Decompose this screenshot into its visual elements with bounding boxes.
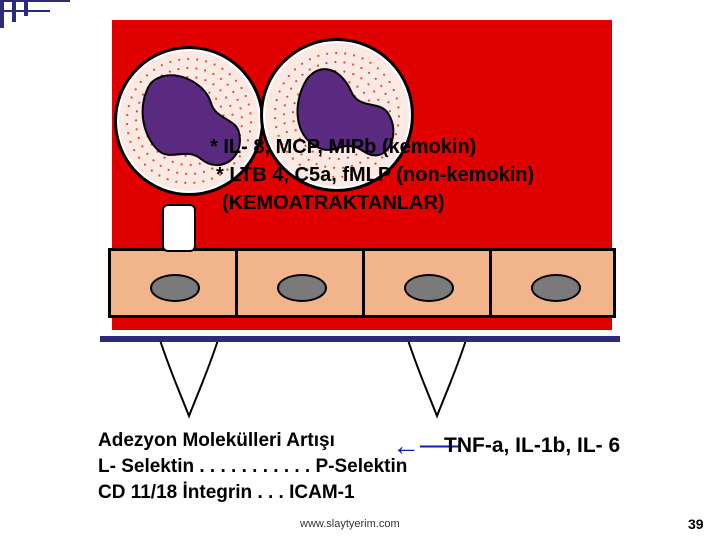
- endothelial-cell: [489, 248, 616, 318]
- endothelial-nucleus: [150, 274, 200, 302]
- chemokine-line-1: * IL- 8, MCP, MIPb (kemokin): [210, 136, 476, 159]
- adhesion-contact: [162, 204, 196, 252]
- endothelial-cell: [362, 248, 489, 318]
- endothelial-cell: [235, 248, 362, 318]
- endothelial-cell: [108, 248, 235, 318]
- frame-hline-2: [0, 10, 50, 12]
- chemokine-line-2: * LTB 4, C5a, fMLP (non-kemokin): [216, 164, 534, 187]
- endothelium-row: [108, 248, 616, 318]
- frame-hline-1: [0, 0, 70, 2]
- page-number: 39: [688, 516, 704, 532]
- chemokine-line-3: (KEMOATRAKTANLAR): [222, 192, 445, 215]
- adhesion-line-2: L- Selektin . . . . . . . . . . . P-Sele…: [98, 454, 407, 480]
- frame-vline-1: [0, 0, 4, 28]
- endothelial-nucleus: [531, 274, 581, 302]
- endothelial-nucleus: [277, 274, 327, 302]
- adhesion-title: Adezyon Molekülleri Artışı: [98, 428, 407, 454]
- footer-url: www.slaytyerim.com: [300, 518, 400, 530]
- slide-root: * IL- 8, MCP, MIPb (kemokin) * LTB 4, C5…: [0, 0, 720, 540]
- basement-membrane-line: [100, 336, 620, 342]
- cytokines-text: TNF-a, IL-1b, IL- 6: [444, 434, 620, 458]
- adhesion-line-3: CD 11/18 İntegrin . . . ICAM-1: [98, 480, 407, 506]
- adhesion-molecules-block: Adezyon Molekülleri Artışı L- Selektin .…: [98, 428, 407, 506]
- endothelial-nucleus: [404, 274, 454, 302]
- frame-vline-3: [24, 0, 28, 16]
